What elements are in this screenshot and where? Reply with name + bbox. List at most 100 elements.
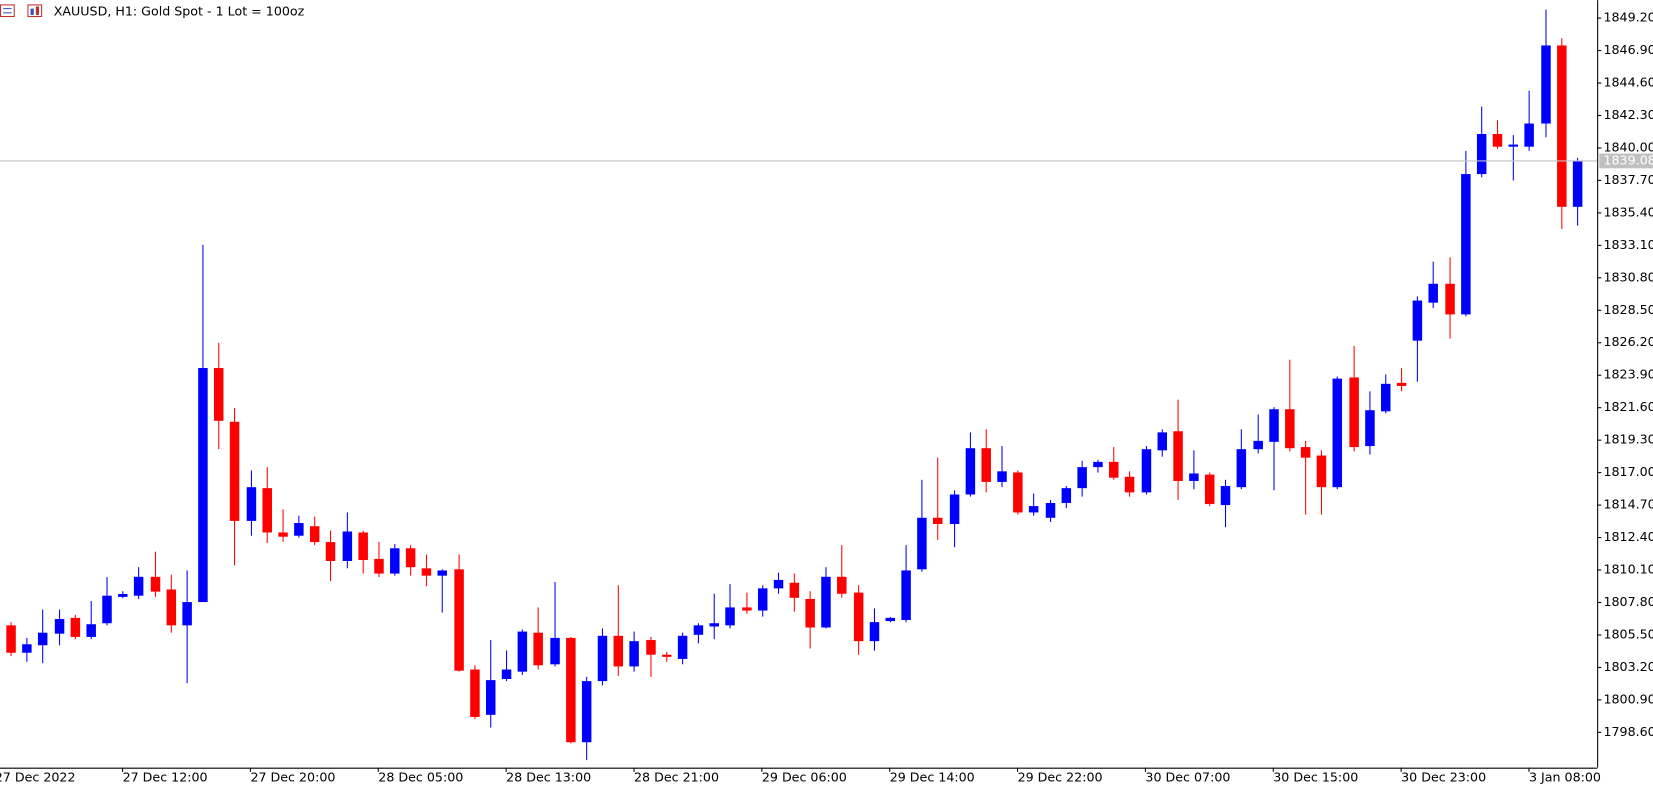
candle-body	[932, 517, 943, 525]
candle-body	[869, 622, 880, 642]
candle-body	[102, 595, 112, 624]
candle-body	[997, 471, 1007, 482]
candle-body	[309, 526, 320, 543]
y-tick-label: 1842.30	[1603, 107, 1653, 122]
y-tick-label: 1805.50	[1603, 626, 1653, 641]
candle-body	[901, 570, 911, 620]
candle-body	[789, 582, 800, 598]
candle-body	[1316, 455, 1327, 488]
candle-body	[1124, 476, 1135, 493]
candle-body	[1236, 449, 1247, 488]
candle-body	[757, 588, 768, 611]
x-tick-label: 30 Dec 15:00	[1273, 770, 1358, 785]
candle-body	[949, 494, 960, 525]
candle-body	[1285, 409, 1295, 449]
y-tick-label: 1807.80	[1603, 594, 1653, 609]
candle-body	[1028, 506, 1039, 513]
x-tick-label: 27 Dec 2022	[0, 770, 75, 785]
candle-body	[118, 594, 128, 597]
candle-body	[1045, 502, 1056, 518]
candle-body	[917, 517, 927, 570]
candle-body	[1396, 382, 1407, 386]
x-tick-label: 28 Dec 13:00	[506, 770, 591, 785]
candle-body	[182, 602, 192, 626]
candle-body	[1093, 461, 1103, 468]
candle-body	[1253, 440, 1263, 450]
candle-body	[325, 542, 336, 561]
candle-body	[1220, 486, 1231, 506]
candle-body	[1157, 432, 1168, 451]
y-tick-label: 1826.20	[1603, 334, 1653, 349]
x-tick-label: 30 Dec 07:00	[1145, 770, 1230, 785]
candle-body	[22, 644, 32, 653]
candle-body	[517, 631, 528, 672]
candle-body	[725, 607, 735, 626]
candle-body	[437, 570, 447, 576]
candle-body	[374, 558, 384, 574]
x-tick-label: 29 Dec 06:00	[762, 770, 847, 785]
candle-body	[1300, 447, 1311, 458]
candle-body	[1349, 377, 1359, 448]
candle-body	[1077, 467, 1087, 489]
candle-body	[885, 617, 896, 622]
candle-body	[405, 548, 416, 568]
candle-body	[821, 576, 831, 628]
y-tick-label: 1835.40	[1603, 204, 1653, 219]
candle-body	[390, 548, 400, 574]
x-tick-label: 27 Dec 20:00	[250, 770, 335, 785]
candle-body	[805, 598, 815, 628]
candle-body	[246, 487, 257, 521]
candle-body	[1365, 410, 1375, 447]
candle-body	[262, 488, 272, 533]
y-tick-label: 1798.60	[1603, 724, 1653, 739]
candle-body	[550, 637, 560, 665]
y-tick-label: 1840.00	[1603, 139, 1653, 154]
x-tick-label: 29 Dec 14:00	[890, 770, 975, 785]
candle-body	[229, 421, 240, 521]
candle-body	[1269, 409, 1279, 442]
candle-body	[6, 625, 16, 653]
candle-body	[150, 576, 161, 592]
y-tick-label: 1800.90	[1603, 691, 1653, 706]
candle-body	[70, 617, 81, 637]
y-tick-label: 1814.70	[1603, 497, 1653, 512]
candle-body	[214, 368, 224, 421]
candle-body	[1381, 383, 1391, 412]
candle-body	[133, 576, 144, 596]
y-tick-label: 1849.20	[1603, 10, 1653, 25]
icon	[35, 6, 40, 15]
candle-body	[501, 669, 512, 679]
candle-body	[709, 623, 719, 627]
candle-body	[742, 607, 752, 611]
candle-body	[1173, 431, 1183, 481]
candle-body	[421, 568, 432, 576]
candle-body	[646, 640, 656, 655]
candle-body	[1109, 461, 1119, 478]
candle-body	[1572, 160, 1583, 207]
candle-body	[566, 637, 576, 743]
candle-body	[1332, 378, 1343, 488]
candle-body	[581, 681, 592, 743]
candle-body	[773, 579, 784, 589]
candle-body	[533, 632, 543, 666]
icon	[30, 8, 34, 15]
x-tick-label: 28 Dec 05:00	[378, 770, 463, 785]
candle-body	[1412, 300, 1423, 341]
candle-body	[662, 654, 672, 657]
candle-body	[837, 576, 847, 594]
candle-body	[1013, 472, 1023, 513]
candle-body	[1492, 133, 1503, 147]
candle-body	[629, 641, 639, 667]
candle-body	[597, 635, 608, 682]
current-price-label: 1839.08	[1603, 152, 1653, 167]
candle-body	[278, 532, 288, 537]
x-tick-label: 3 Jan 08:00	[1529, 770, 1601, 785]
y-tick-label: 1810.10	[1603, 562, 1653, 577]
candle-body	[1524, 123, 1534, 147]
y-tick-label: 1846.90	[1603, 42, 1653, 57]
y-tick-label: 1830.80	[1603, 269, 1653, 284]
candle-body	[1557, 45, 1567, 207]
chart-title: XAUUSD, H1: Gold Spot - 1 Lot = 100oz	[54, 3, 305, 18]
x-tick-label: 30 Dec 23:00	[1401, 770, 1486, 785]
y-tick-label: 1803.20	[1603, 659, 1653, 674]
